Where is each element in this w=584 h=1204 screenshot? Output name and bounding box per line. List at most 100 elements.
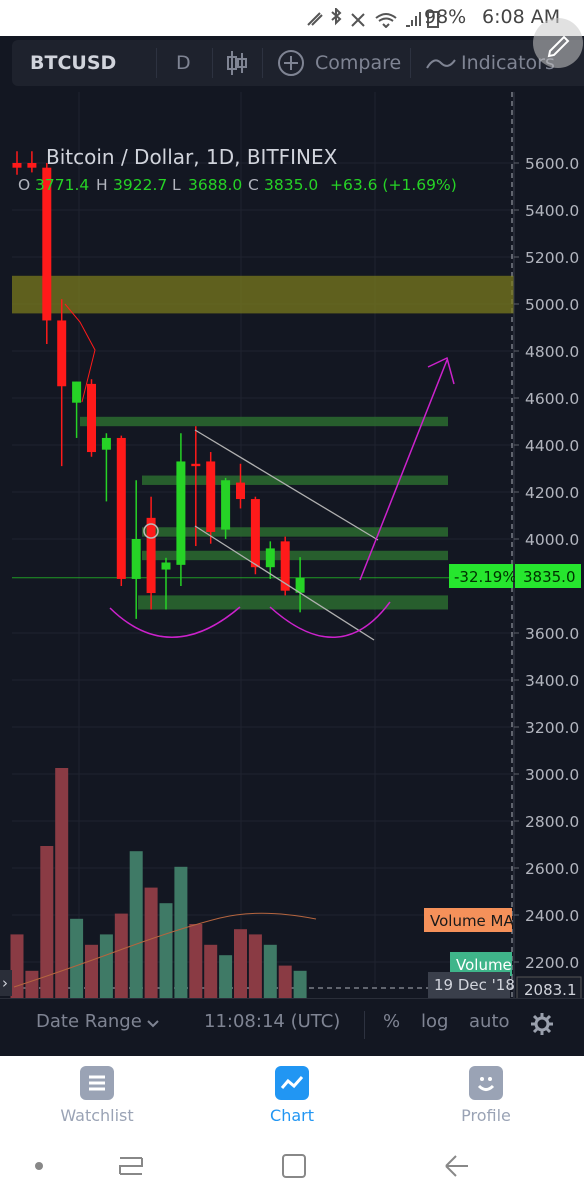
compare-plus-icon[interactable] [277, 49, 305, 77]
close-value: 3835.0 [264, 176, 318, 194]
y-tick-label: 5400.0 [525, 202, 579, 220]
support-zone [142, 527, 448, 537]
y-tick-label: 3400.0 [525, 672, 579, 690]
compare-button[interactable]: Compare [315, 52, 402, 74]
home-icon[interactable] [282, 1154, 306, 1178]
y-tick-label: 3600.0 [525, 625, 579, 643]
candle-up [72, 381, 82, 403]
volume-bar [85, 944, 98, 1002]
divider [262, 48, 263, 78]
edit-fab[interactable] [533, 18, 583, 68]
volume-bar [55, 768, 69, 1002]
volume-bar [114, 913, 128, 1002]
candle-down [236, 482, 245, 500]
candle-down [206, 461, 216, 532]
candle-type-icon[interactable] [226, 49, 248, 77]
support-zone [142, 550, 448, 561]
candle-down [146, 517, 156, 594]
volume-bar [10, 934, 24, 1002]
y-tick-label: 5000.0 [525, 296, 579, 314]
nav-profile[interactable]: Profile [436, 1066, 536, 1125]
list-icon [80, 1066, 114, 1100]
chevron-right-icon[interactable]: › [2, 974, 8, 992]
candle-up [131, 539, 141, 579]
nav-watchlist[interactable]: Watchlist [47, 1066, 147, 1125]
close-label: C [248, 176, 259, 194]
high-label: H [96, 176, 108, 194]
interval-button[interactable]: D [176, 52, 191, 74]
divider [364, 1011, 365, 1039]
nav-profile-label: Profile [461, 1106, 511, 1125]
chevron-down-icon[interactable] [146, 1019, 160, 1029]
gridlines [12, 92, 514, 1002]
date-range-button[interactable]: Date Range [36, 1011, 142, 1032]
cursor-marker [143, 523, 159, 539]
red-trend-sketch [64, 303, 96, 403]
volume-bars [10, 768, 317, 1002]
gear-icon[interactable] [531, 1013, 553, 1035]
log-scale-button[interactable]: log [421, 1011, 449, 1032]
volume-ma-line [13, 912, 317, 988]
candle-up [295, 577, 305, 593]
indicators-button[interactable]: Indicators [461, 52, 555, 74]
pen-icon [307, 12, 323, 26]
system-navigation [0, 1132, 584, 1200]
price-axis[interactable]: 5600.0 5400.0 5200.0 5000.0 4800.0 4600.0 4400… [513, 92, 579, 998]
candle-up [176, 461, 186, 565]
volume-text: Volume [456, 956, 512, 974]
volume-bar [204, 944, 218, 1002]
wedge-lower-line [194, 525, 375, 641]
bluetooth-icon [331, 8, 342, 26]
left-shoulder-arc [109, 606, 241, 638]
candlesticks [12, 151, 305, 619]
nav-chart-label: Chart [270, 1106, 314, 1125]
y-tick-label: 5600.0 [525, 155, 579, 173]
volume-bar [99, 934, 113, 1002]
volume-bar [25, 970, 39, 1002]
support-zone [138, 595, 448, 610]
candle-down [27, 163, 37, 168]
open-value: 3771.4 [35, 176, 89, 194]
volume-ma-text: Volume MA [430, 912, 514, 930]
nav-chart[interactable]: Chart [242, 1066, 342, 1125]
clock: 6:08 AM [482, 6, 561, 28]
y-tick-label: 4800.0 [525, 343, 579, 361]
volume-value-text: 2083.1 [524, 981, 577, 999]
y-tick-label: 5200.0 [525, 249, 579, 267]
y-tick-label: 4400.0 [525, 437, 579, 455]
nav-watchlist-label: Watchlist [60, 1106, 134, 1125]
back-icon[interactable] [445, 1155, 468, 1177]
indicators-icon[interactable] [426, 54, 456, 72]
volume-bar [159, 903, 173, 1002]
y-tick-label: 2400.0 [525, 907, 579, 925]
collapse-toggle[interactable] [0, 970, 12, 996]
mute-icon [351, 13, 365, 27]
chart-title: Bitcoin / Dollar, 1D, BITFINEX [46, 145, 338, 169]
volume-bar [293, 970, 307, 1002]
y-tick-label: 4600.0 [525, 390, 579, 408]
open-label: O [18, 176, 30, 194]
percent-change-tag [449, 564, 513, 588]
y-tick-label: 4200.0 [525, 484, 579, 502]
volume-bar [174, 866, 188, 1002]
candle-down [42, 167, 52, 321]
percent-scale-button[interactable]: % [383, 1011, 401, 1032]
symbol-button[interactable]: BTCUSD [30, 52, 117, 74]
y-tick-label: 3200.0 [525, 719, 579, 737]
ohlc-legend: O 3771.4 H 3922.7 L 3688.0 C 3835.0 +63.… [18, 176, 457, 194]
auto-scale-button[interactable]: auto [469, 1011, 510, 1032]
support-zone [142, 475, 448, 485]
price-chart[interactable]: 5600.0 5400.0 5200.0 5000.0 4800.0 4600.0 4400… [0, 92, 584, 1036]
chart-toolbar: BTCUSD D Compare Indicators [12, 40, 584, 86]
y-tick-label: 2600.0 [525, 860, 579, 878]
volume-bar [234, 929, 247, 1002]
candle-down [12, 163, 22, 168]
last-price-text: 3835.0 [523, 568, 576, 586]
recents-icon[interactable] [119, 1157, 143, 1175]
wedge-upper-line [194, 429, 379, 541]
low-label: L [172, 176, 181, 194]
volume-bar [144, 887, 158, 1002]
dot-icon[interactable] [35, 1162, 43, 1170]
y-tick-label: 2800.0 [525, 813, 579, 831]
divider [156, 48, 157, 78]
